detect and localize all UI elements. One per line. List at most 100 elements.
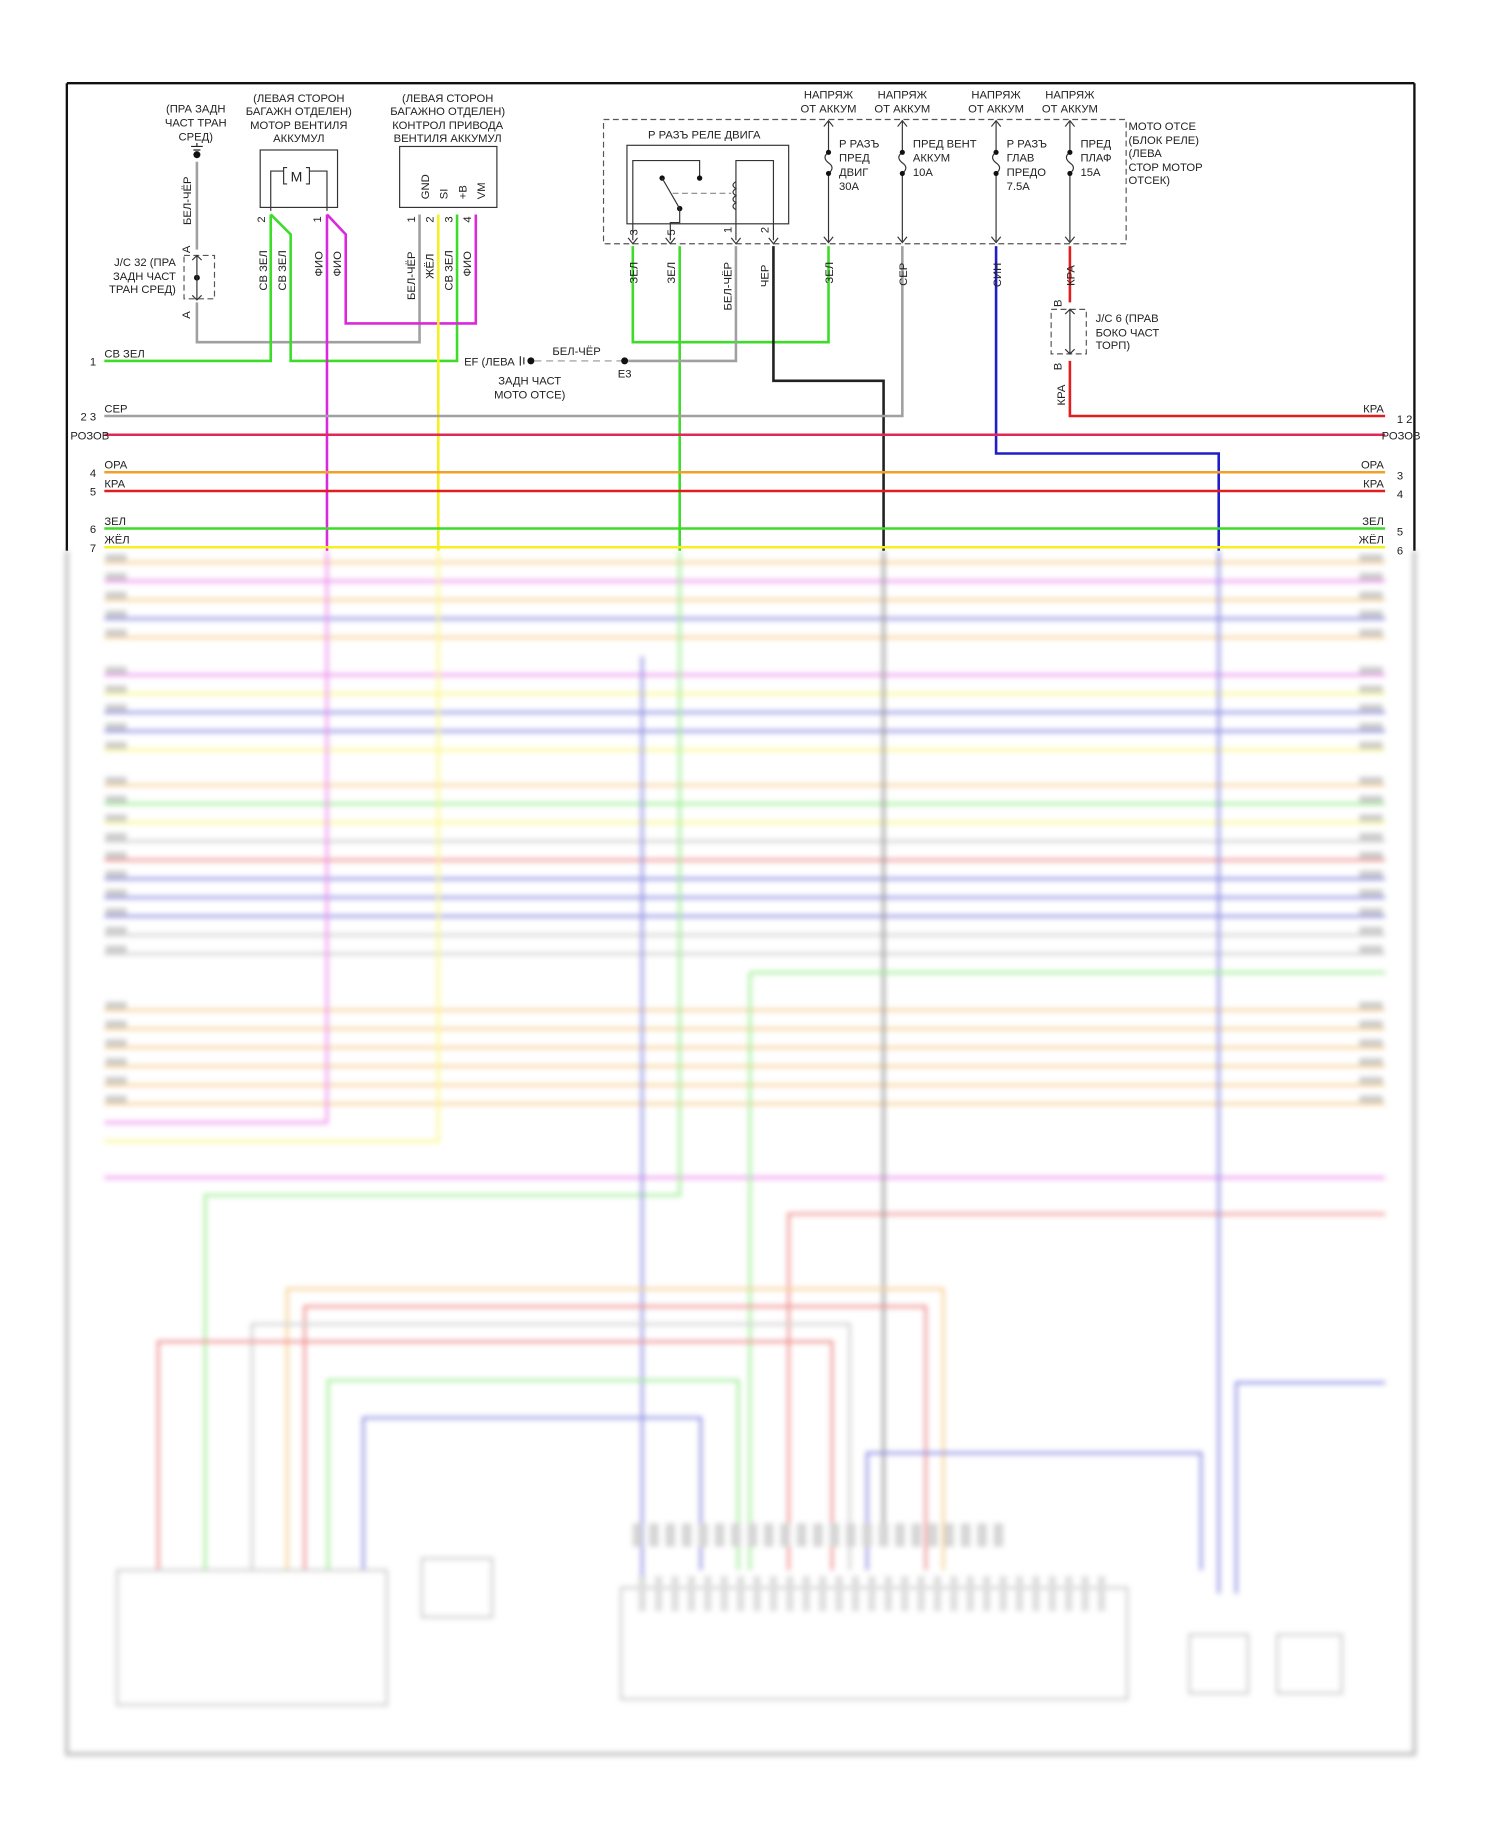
wire-label: БЕЛ-ЧЁР xyxy=(552,346,600,358)
connector-pin-number: 4 xyxy=(1397,489,1403,501)
fuse-label: ДВИГ xyxy=(839,167,868,179)
pin-label: 2 xyxy=(256,216,268,222)
junction-jc32: A J/C 32 (ПРА ЗАДН ЧАСТ ТРАН СРЕД) A xyxy=(109,245,216,319)
wire-label: СВ ЗЕЛ xyxy=(443,250,455,290)
wire-label: КРА xyxy=(1066,265,1078,286)
supply-label: ОТ АККУМ xyxy=(874,103,930,115)
pin-label: 1 xyxy=(312,216,324,222)
pin-name: +B xyxy=(457,185,469,199)
ground-ef: EF (ЛЕВА БЕЛ-ЧЁР E3 ЗАДН ЧАСТ МОТО ОТСЕ) xyxy=(464,346,631,401)
pin-label: 1 xyxy=(406,216,418,222)
wire-label: ЗЕЛ xyxy=(104,516,126,528)
wire-label: БЕЛ-ЧЁР xyxy=(182,177,194,225)
jc32-label-line: ЗАДН ЧАСТ xyxy=(113,271,176,283)
ground-label-line: СРЕД) xyxy=(179,132,214,144)
pin-label: 5 xyxy=(666,229,678,235)
wire-label: СВ ЗЕЛ xyxy=(258,250,270,290)
wire-label: ОРА xyxy=(1361,460,1384,472)
jc32-label-line: ТРАН СРЕД) xyxy=(109,284,176,296)
connector-pin-number: 5 xyxy=(90,487,96,499)
wire-label: БЕЛ-ЧЁР xyxy=(722,262,734,310)
wire-label: БЕЛ-ЧЁР xyxy=(406,252,418,300)
wire-label: ЧЕР xyxy=(760,265,772,287)
fuse-label: ПРЕДО xyxy=(1007,167,1047,179)
connector-pin-number: 1 2 xyxy=(1397,414,1413,426)
fuse-label: АККУМ xyxy=(913,153,950,165)
relay-block-label-line: МОТО ОТСЕ xyxy=(1128,121,1196,133)
ground-label-line: (ПРА ЗАДН xyxy=(166,103,226,115)
wire-label: ФИО xyxy=(313,251,325,277)
wire-kra xyxy=(1068,246,1386,418)
supply-label: ОТ АККУМ xyxy=(968,103,1024,115)
pin-label: B xyxy=(1053,363,1065,371)
connector-pin-number: 6 xyxy=(1397,545,1403,557)
wire-label: СИН xyxy=(992,263,1004,287)
pin-label: 4 xyxy=(462,216,474,222)
pin-label: 2 xyxy=(760,227,772,233)
wire-bel-cher-gnd xyxy=(195,161,421,344)
fuse-label: ПРЕД ВЕНТ xyxy=(913,139,977,151)
ground-pra-rear: (ПРА ЗАДН ЧАСТ ТРАН СРЕД) БЕЛ-ЧЁР xyxy=(165,103,227,224)
supply-label: ОТ АККУМ xyxy=(1042,103,1098,115)
pin-label: 1 xyxy=(722,227,734,233)
pin-label: 3 xyxy=(443,216,455,222)
jc6-label-line: ТОРП) xyxy=(1096,340,1131,352)
wire-label: КРА xyxy=(104,478,125,490)
connector-pin-number: 6 xyxy=(90,524,96,536)
fan-control-module: (ЛЕВАЯ СТОРОН БАГАЖНО ОТДЕЛЕН) КОНТРОЛ П… xyxy=(390,93,505,300)
wire-label: ФИО xyxy=(462,251,474,277)
wire-label: РОЗОВ xyxy=(1382,430,1421,442)
wire-bel-cher-e3 xyxy=(628,246,738,363)
connector-pin-number: 2 3 xyxy=(81,412,97,424)
pin-name: SI xyxy=(439,189,451,200)
pin-label: 2 xyxy=(425,216,437,222)
pin-name: GND xyxy=(420,174,432,199)
relay-block-label-line: СТОР МОТОР xyxy=(1128,162,1202,174)
ef-label-line: МОТО ОТСЕ) xyxy=(494,389,566,401)
wire-sv-zel-1 xyxy=(104,214,273,363)
pin-label: A xyxy=(181,245,193,253)
frame-top xyxy=(65,82,1416,551)
jc32-label-line: J/C 32 (ПРА xyxy=(114,257,176,269)
relay-block-label-line: (БЛОК РЕЛЕ) xyxy=(1128,135,1199,147)
supply-label: НАПРЯЖ xyxy=(804,89,854,101)
connector-pin-number: 1 xyxy=(90,357,96,369)
connector-pin-number: 5 xyxy=(1397,527,1403,539)
supply-label: ОТ АККУМ xyxy=(801,103,857,115)
fuse-label: 30А xyxy=(839,181,859,193)
wire-label: СЕР xyxy=(898,263,910,286)
relay-title: Р РАЗЪ РЕЛЕ ДВИГА xyxy=(648,129,761,141)
wire-label: КРА xyxy=(1363,478,1384,490)
supply-label: НАПРЯЖ xyxy=(878,89,928,101)
wire-sv-zel-2 xyxy=(269,213,459,363)
control-label-line: (ЛЕВАЯ СТОРОН xyxy=(402,93,493,105)
connector-pin-number: 7 xyxy=(90,543,96,555)
connector-pin-number: 3 xyxy=(1397,470,1403,482)
relay-block-label-line: (ЛЕВА xyxy=(1128,148,1162,160)
wire-zel-relay xyxy=(631,246,830,344)
splice-label: E3 xyxy=(618,368,632,380)
supply-label: НАПРЯЖ xyxy=(971,89,1021,101)
fuse: НАПРЯЖ ОТ АККУМ Р РАЗЪ ГЛАВ ПРЕДО 7.5А СИН xyxy=(968,89,1047,287)
control-label-line: КОНТРОЛ ПРИВОДА xyxy=(392,120,503,132)
wire-label: ЗЕЛ xyxy=(666,262,678,284)
wire-label: ЗЕЛ xyxy=(1362,516,1384,528)
bus-labels: 1 СВ ЗЕЛ 2 3 СЕР КРА 1 2 РОЗОВ РОЗОВ 4 ОРА ОРА 3 5 КР… xyxy=(70,348,1420,557)
ground-icon xyxy=(191,142,203,159)
relay-block-label-line: ОТСЕК) xyxy=(1128,175,1170,187)
control-label-line: ВЕНТИЛЯ АККУМУЛ xyxy=(394,133,502,145)
wire-label: ФИО xyxy=(332,251,344,277)
junction-jc6: B J/C 6 (ПРАВ БОКО ЧАСТ ТОРП) B КРА xyxy=(1050,300,1160,405)
fuse-label: Р РАЗЪ xyxy=(1007,139,1048,151)
wire-label: СВ ЗЕЛ xyxy=(104,348,144,360)
jc6-label-line: БОКО ЧАСТ xyxy=(1096,327,1160,339)
connector-pin-number: 4 xyxy=(90,468,96,480)
fuse-label: 15А xyxy=(1080,167,1100,179)
fuse-label: ПРЕД xyxy=(1080,139,1111,151)
fuse-label: ПРЕД xyxy=(839,153,870,165)
wire-label: ЖЁЛ xyxy=(104,535,129,547)
ground-label-line: ЧАСТ ТРАН xyxy=(165,118,227,130)
ef-label: EF (ЛЕВА xyxy=(464,357,515,369)
blurred-lower-diagram xyxy=(65,550,1417,1756)
